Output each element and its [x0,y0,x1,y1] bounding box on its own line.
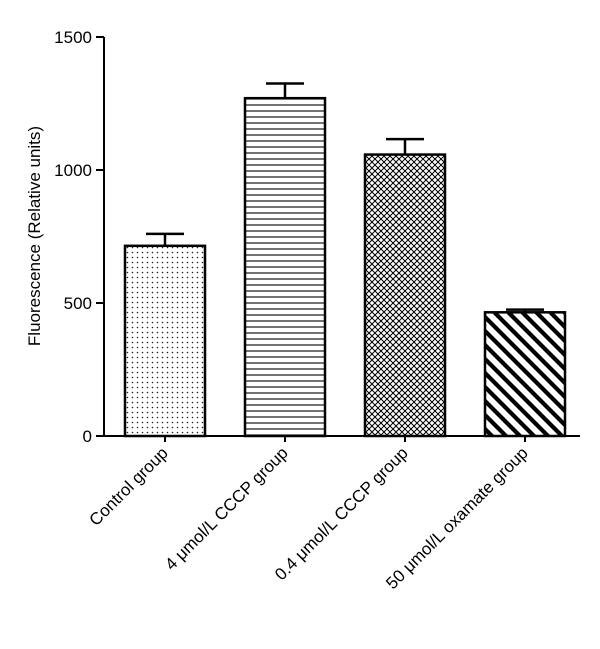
bar [123,244,207,438]
x-tick-label: 50 μmol/L oxamate group [382,443,532,593]
y-tick-label: 1000 [54,161,92,180]
y-tick-label: 0 [83,427,92,446]
bar [363,153,447,438]
x-tick-label: 4 μmol/L CCCP group [161,443,292,574]
y-ticks: 0 500 1000 1500 [54,28,104,446]
bars [123,82,567,438]
x-tick-label: Control group [86,443,172,529]
x-tick-label: 0.4 μmol/L CCCP group [271,443,412,584]
y-tick-label: 500 [64,294,92,313]
bar [483,311,567,438]
bar [243,96,327,438]
y-tick-label: 1500 [54,28,92,47]
y-axis-title: Fluorescence (Relative units) [25,126,44,346]
